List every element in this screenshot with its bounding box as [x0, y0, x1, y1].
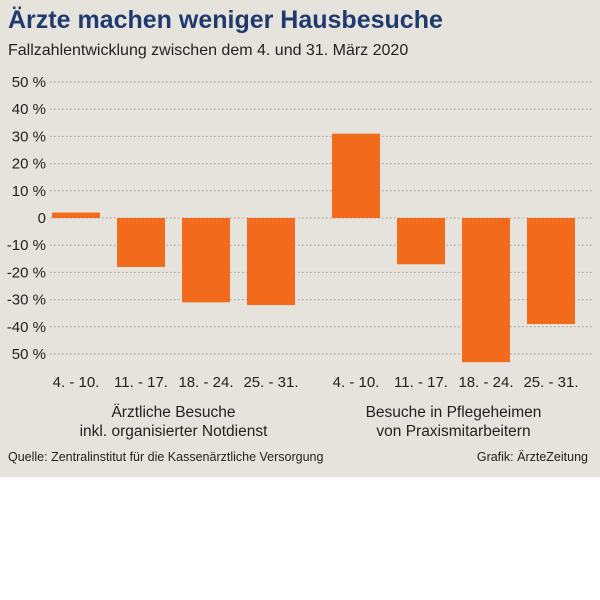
y-tick-label: -10 % — [7, 237, 46, 254]
y-tick-label: 50 % — [12, 346, 46, 363]
group-label: Besuche in Pflegeheimen — [366, 404, 542, 421]
y-tick-label: -20 % — [7, 264, 46, 281]
y-tick-label: 20 % — [12, 156, 46, 173]
y-tick-label: 30 % — [12, 128, 46, 145]
source-note: Quelle: Zentralinstitut für die Kassenär… — [8, 450, 324, 464]
bar-chart: 50 % 40 % 30 % 20 % 10 % 0 -10 % -20 % -30 % -40 … — [7, 74, 592, 440]
bar — [117, 218, 165, 267]
bar — [52, 212, 100, 218]
y-tick-label: -40 % — [7, 319, 46, 336]
bar — [462, 218, 510, 363]
group-label: Ärztliche Besuche — [111, 404, 235, 421]
bar — [247, 218, 295, 306]
y-tick-label: -30 % — [7, 292, 46, 309]
x-tick-label: 18. - 24. — [178, 374, 233, 391]
group-label: von Praxismitarbeitern — [376, 423, 530, 440]
chart-title: Ärzte machen weniger Hausbesuche — [8, 6, 443, 34]
y-tick-label: 10 % — [12, 183, 46, 200]
bar — [397, 218, 445, 265]
x-tick-label: 18. - 24. — [458, 374, 513, 391]
group-label: inkl. organisierter Notdienst — [80, 423, 269, 440]
y-tick-label: 40 % — [12, 101, 46, 118]
bar — [332, 133, 380, 218]
x-tick-label: 4. - 10. — [53, 374, 100, 391]
chart-subtitle: Fallzahlentwicklung zwischen dem 4. und … — [8, 42, 409, 59]
x-tick-label: 25. - 31. — [523, 374, 578, 391]
x-tick-label: 4. - 10. — [333, 374, 380, 391]
x-tick-label: 25. - 31. — [243, 374, 298, 391]
bar — [182, 218, 230, 303]
y-tick-label: 0 — [38, 210, 46, 227]
graphic-credit: Grafik: ÄrzteZeitung — [476, 450, 588, 464]
x-tick-label: 11. - 17. — [114, 374, 168, 391]
x-tick-label: 11. - 17. — [394, 374, 448, 391]
bar — [527, 218, 575, 325]
y-tick-label: 50 % — [12, 74, 46, 91]
chart-card: Ärzte machen weniger Hausbesuche Fallzah… — [0, 0, 600, 477]
